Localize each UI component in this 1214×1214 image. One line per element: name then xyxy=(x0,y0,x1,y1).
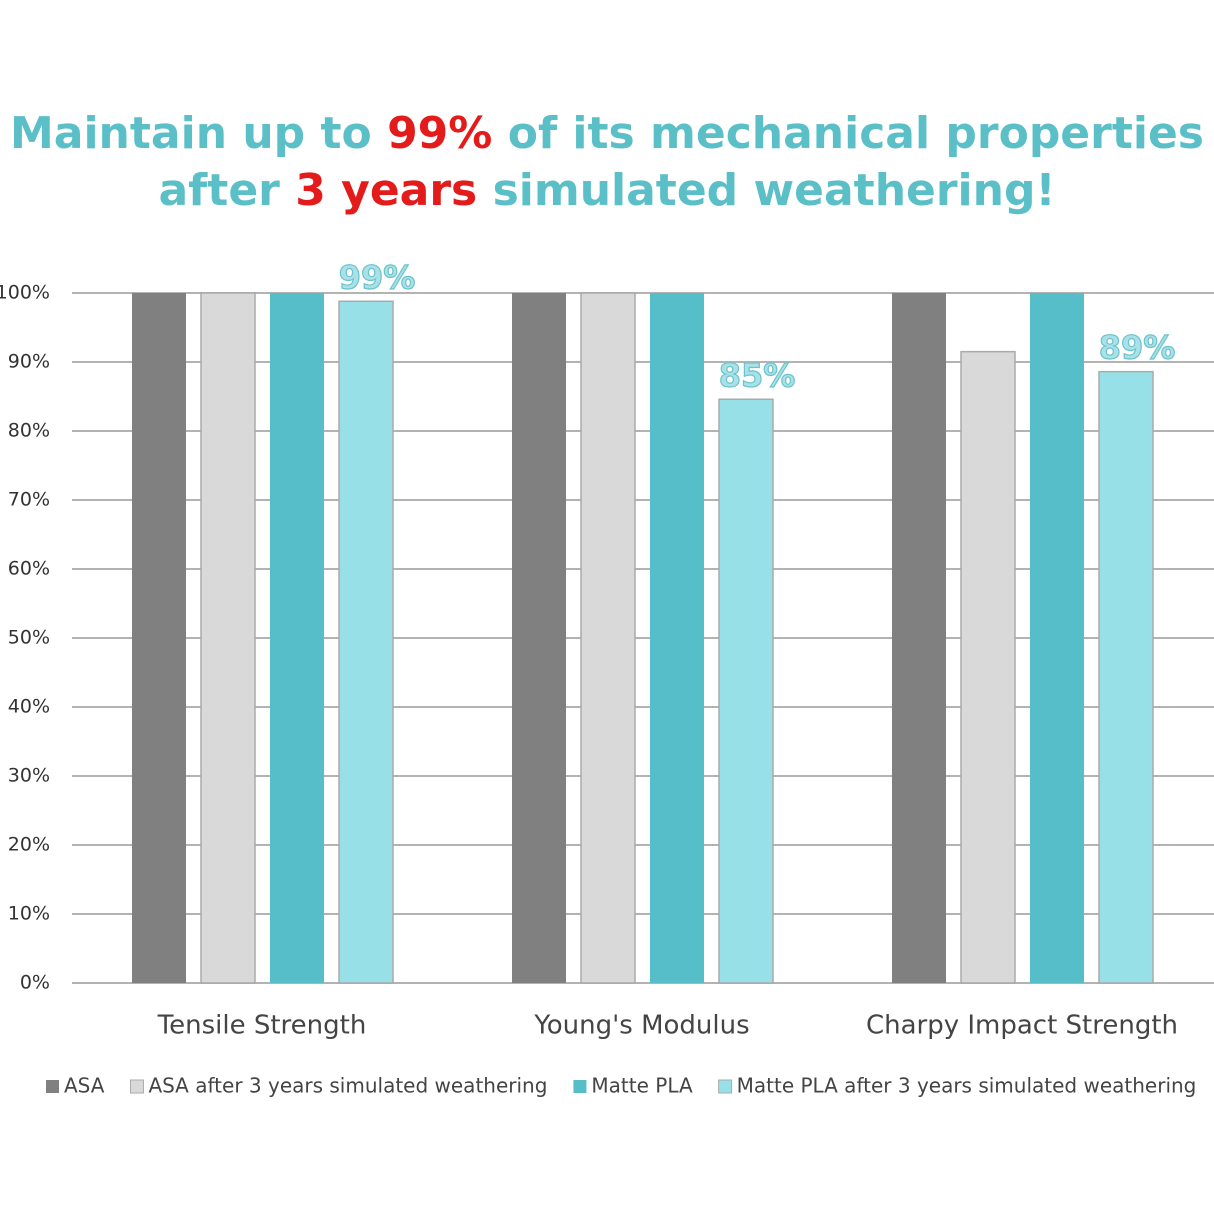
legend-swatch xyxy=(129,1079,144,1094)
bar xyxy=(512,293,566,983)
value-label: 99% xyxy=(339,258,416,296)
bar xyxy=(650,293,704,983)
y-tick-label: 50% xyxy=(8,627,50,649)
x-tick-label: Charpy Impact Strength xyxy=(866,1011,1178,1041)
title-part: of its mechanical properties xyxy=(492,108,1204,159)
chart-title: after 3 years simulated weathering! xyxy=(158,165,1055,216)
y-tick-label: 30% xyxy=(8,765,50,787)
y-tick-label: 100% xyxy=(0,282,50,304)
bar xyxy=(1030,293,1084,983)
legend: ASA ASA after 3 years simulated weatherin… xyxy=(46,1074,1196,1098)
title-part: 3 years xyxy=(295,165,477,216)
y-tick-label: 80% xyxy=(8,420,50,442)
y-tick-label: 70% xyxy=(8,489,50,511)
x-tick-label: Tensile Strength xyxy=(157,1011,367,1041)
bar xyxy=(960,350,1016,984)
bar xyxy=(132,293,186,983)
value-label: 85% xyxy=(719,356,796,394)
legend-swatch xyxy=(573,1080,587,1093)
value-label: 89% xyxy=(1099,329,1176,367)
y-tick-label: 90% xyxy=(8,351,50,373)
legend-swatch xyxy=(46,1080,59,1093)
y-tick-label: 10% xyxy=(8,903,50,925)
y-tick-label: 0% xyxy=(20,972,50,994)
bar xyxy=(200,292,256,984)
legend-label: Matte PLA xyxy=(591,1074,693,1098)
y-tick-label: 20% xyxy=(8,834,50,856)
title-part: simulated weathering! xyxy=(477,165,1055,216)
legend-label: Matte PLA after 3 years simulated weathe… xyxy=(737,1074,1197,1098)
title-part: 99% xyxy=(387,108,492,159)
y-tick-label: 60% xyxy=(8,558,50,580)
chart-title: Maintain up to 99% of its mechanical pro… xyxy=(10,108,1204,159)
bar xyxy=(580,292,636,984)
legend-label: ASA after 3 years simulated weathering xyxy=(148,1074,547,1098)
bar xyxy=(718,398,774,984)
bar xyxy=(270,293,324,983)
y-tick-label: 40% xyxy=(8,696,50,718)
bar xyxy=(1098,370,1154,984)
x-tick-label: Young's Modulus xyxy=(533,1011,749,1041)
bar xyxy=(892,293,946,983)
title-part: Maintain up to xyxy=(10,108,387,159)
title-part: after xyxy=(158,165,295,216)
bar xyxy=(338,300,394,984)
legend-label: ASA xyxy=(64,1074,105,1098)
legend-swatch xyxy=(718,1079,733,1094)
